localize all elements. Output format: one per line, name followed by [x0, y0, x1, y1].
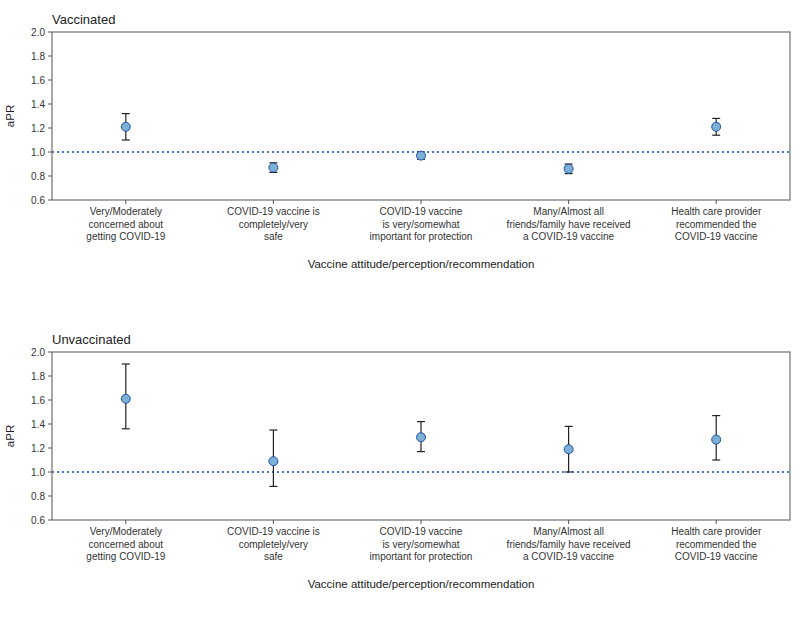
y-tick-label: 1.4 [31, 99, 45, 110]
plot-area [52, 364, 790, 486]
y-tick-label: 1.6 [31, 75, 45, 86]
x-tick [716, 200, 717, 204]
x-tick-label: COVID-19 vaccineis very/somewhatimportan… [370, 526, 473, 562]
x-tick-label: Many/Almost allfriends/family have recei… [507, 206, 631, 242]
y-tick-label: 1.6 [31, 395, 45, 406]
error-bar [269, 163, 277, 173]
point [417, 151, 426, 160]
y-tick [48, 56, 52, 57]
x-tick [125, 520, 126, 524]
y-tick-label: 1.8 [31, 371, 45, 382]
y-tick [48, 496, 52, 497]
y-tick-label: 0.8 [31, 171, 45, 182]
y-tick-label: 2.0 [31, 347, 45, 358]
y-tick [48, 376, 52, 377]
error-bar [417, 422, 425, 452]
y-tick [48, 200, 52, 201]
error-bar [417, 152, 425, 159]
x-tick [125, 200, 126, 204]
y-tick-label: 0.8 [31, 491, 45, 502]
x-tick-label: COVID-19 vaccine iscompletely/verysafe [227, 526, 320, 562]
y-tick-label: 0.6 [31, 515, 45, 526]
title: Unvaccinated [52, 332, 131, 347]
y-tick-label: 0.6 [31, 195, 45, 206]
y-tick [48, 32, 52, 33]
point [121, 122, 130, 131]
background [0, 0, 800, 643]
y-tick [48, 176, 52, 177]
plot-frame [52, 32, 790, 200]
y-tick [48, 352, 52, 353]
error-bar [712, 416, 720, 460]
x-tick [273, 520, 274, 524]
y-tick-label: 2.0 [31, 27, 45, 38]
x-tick-label: COVID-19 vaccineis very/somewhatimportan… [370, 206, 473, 242]
point [712, 435, 721, 444]
y-tick [48, 80, 52, 81]
x-tick-label: Very/Moderatelyconcerned aboutgetting CO… [86, 526, 165, 562]
point [121, 394, 130, 403]
x-tick [716, 520, 717, 524]
point [269, 457, 278, 466]
x-tick-label: Very/Moderatelyconcerned aboutgetting CO… [86, 206, 165, 242]
error-bar [269, 430, 277, 486]
y-tick [48, 104, 52, 105]
x-axis-label: Vaccine attitude/perception/recommendati… [308, 578, 535, 590]
x-tick-label: Health care providerrecommended theCOVID… [671, 206, 762, 242]
y-axis-label: aPR [4, 105, 16, 127]
y-tick [48, 152, 52, 153]
error-bar [565, 426, 573, 472]
y-tick [48, 128, 52, 129]
panel: Vaccinated 0.6 0.8 1.0 1.2 1.4 1.6 1.8 2.0 aPR Ver… [4, 12, 790, 270]
error-bar [122, 114, 130, 140]
x-tick-label: Many/Almost allfriends/family have recei… [507, 526, 631, 562]
x-tick [421, 520, 422, 524]
error-bar [565, 164, 573, 174]
title: Vaccinated [52, 12, 115, 27]
panel: Unvaccinated 0.6 0.8 1.0 1.2 1.4 1.6 1.8 2.0 aPR V… [4, 332, 790, 590]
y-tick-label: 1.2 [31, 123, 45, 134]
y-tick [48, 448, 52, 449]
y-tick [48, 424, 52, 425]
point [269, 163, 278, 172]
x-tick [568, 200, 569, 204]
y-tick-label: 1.2 [31, 443, 45, 454]
x-tick-label: COVID-19 vaccine iscompletely/verysafe [227, 206, 320, 242]
error-bar [712, 118, 720, 135]
point [564, 445, 573, 454]
x-axis-label: Vaccine attitude/perception/recommendati… [308, 258, 535, 270]
y-tick-label: 1.4 [31, 419, 45, 430]
x-tick-label: Health care providerrecommended theCOVID… [671, 526, 762, 562]
plot-frame [52, 352, 790, 520]
chart: Vaccinated 0.6 0.8 1.0 1.2 1.4 1.6 1.8 2.0 aPR Ver… [0, 0, 800, 643]
y-tick-label: 1.0 [31, 467, 45, 478]
error-bar [122, 364, 130, 429]
x-tick [568, 520, 569, 524]
point [417, 433, 426, 442]
y-tick-label: 1.8 [31, 51, 45, 62]
point [564, 164, 573, 173]
y-tick [48, 400, 52, 401]
reference-line [52, 471, 790, 473]
y-tick [48, 520, 52, 521]
y-axis-label: aPR [4, 425, 16, 447]
y-tick [48, 472, 52, 473]
x-tick [421, 200, 422, 204]
plot-area [52, 114, 790, 174]
y-tick-label: 1.0 [31, 147, 45, 158]
x-tick [273, 200, 274, 204]
point [712, 122, 721, 131]
